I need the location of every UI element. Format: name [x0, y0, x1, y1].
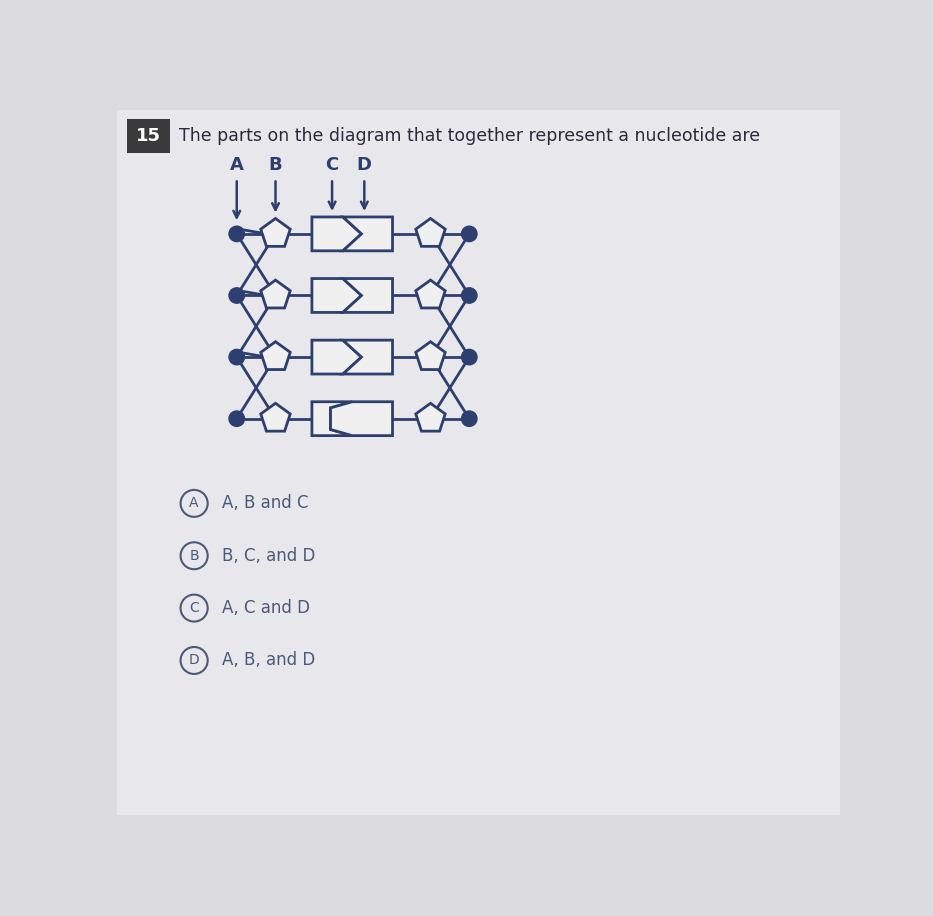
Text: B: B: [269, 156, 283, 174]
Circle shape: [229, 288, 244, 303]
FancyBboxPatch shape: [117, 110, 840, 815]
Polygon shape: [416, 342, 445, 369]
Polygon shape: [416, 403, 445, 431]
FancyBboxPatch shape: [127, 119, 170, 153]
Polygon shape: [260, 280, 290, 308]
Text: A, B, and D: A, B, and D: [222, 651, 314, 670]
Polygon shape: [260, 219, 290, 246]
Circle shape: [229, 349, 244, 365]
Text: The parts on the diagram that together represent a nucleotide are: The parts on the diagram that together r…: [178, 127, 759, 145]
Text: D: D: [188, 653, 200, 668]
Polygon shape: [330, 402, 393, 436]
Polygon shape: [343, 340, 393, 374]
Polygon shape: [416, 219, 445, 246]
Circle shape: [462, 288, 477, 303]
Polygon shape: [312, 340, 361, 374]
Polygon shape: [260, 403, 290, 431]
Polygon shape: [312, 278, 361, 312]
Text: 15: 15: [136, 127, 160, 145]
Text: A, B and C: A, B and C: [222, 495, 308, 512]
Circle shape: [229, 411, 244, 426]
Text: A: A: [230, 156, 244, 174]
Circle shape: [229, 226, 244, 242]
Polygon shape: [416, 280, 445, 308]
Polygon shape: [312, 217, 361, 251]
Text: A, C and D: A, C and D: [222, 599, 310, 617]
Text: A: A: [189, 496, 199, 510]
Circle shape: [462, 226, 477, 242]
Polygon shape: [343, 217, 393, 251]
Text: B, C, and D: B, C, and D: [222, 547, 315, 565]
Text: D: D: [356, 156, 372, 174]
Text: C: C: [189, 601, 199, 616]
Polygon shape: [312, 402, 353, 436]
Polygon shape: [343, 278, 393, 312]
Polygon shape: [260, 342, 290, 369]
Text: C: C: [326, 156, 339, 174]
Text: B: B: [189, 549, 199, 562]
Circle shape: [462, 349, 477, 365]
Circle shape: [462, 411, 477, 426]
